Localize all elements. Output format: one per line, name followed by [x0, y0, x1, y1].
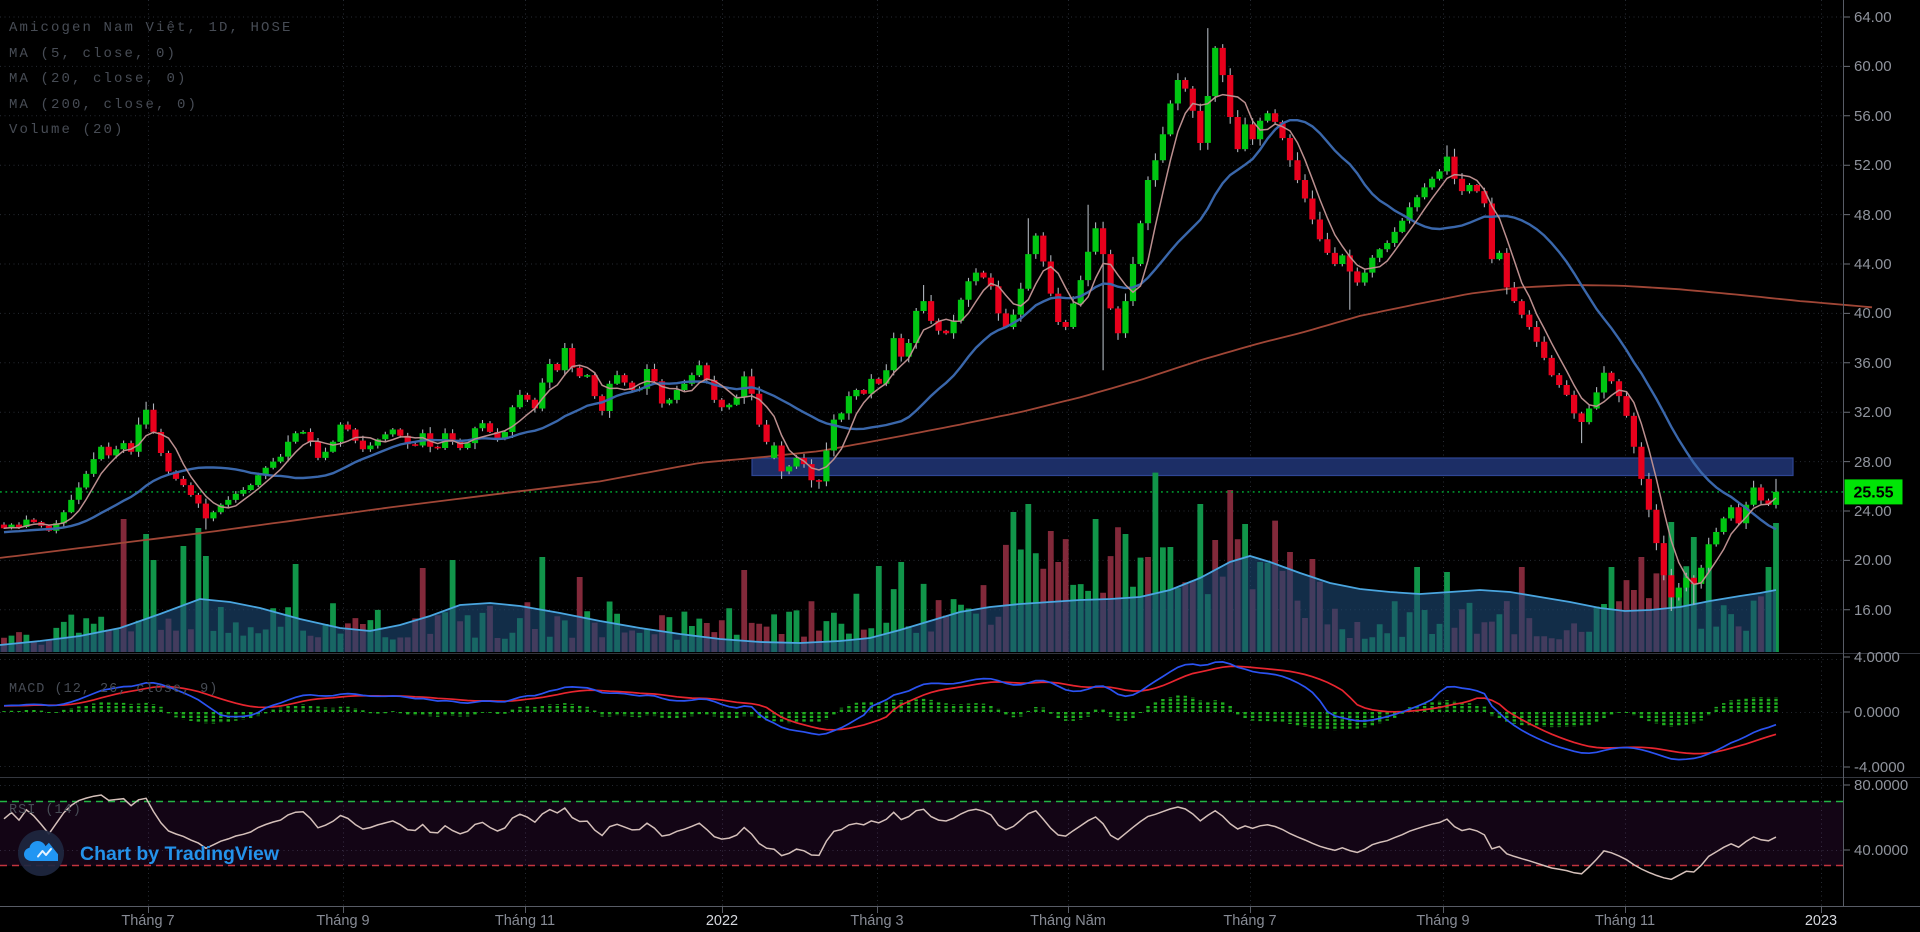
- svg-text:56.00: 56.00: [1854, 108, 1892, 125]
- svg-text:Tháng 9: Tháng 9: [1416, 913, 1469, 929]
- svg-text:Tháng 7: Tháng 7: [1223, 913, 1276, 929]
- svg-text:Tháng 11: Tháng 11: [1595, 913, 1655, 929]
- svg-text:MACD (12, 26, close, 9): MACD (12, 26, close, 9): [9, 682, 218, 697]
- svg-text:Volume (20): Volume (20): [9, 122, 125, 138]
- svg-text:24.00: 24.00: [1854, 503, 1892, 520]
- svg-text:44.00: 44.00: [1854, 256, 1892, 273]
- svg-text:2023: 2023: [1805, 913, 1837, 929]
- svg-text:20.00: 20.00: [1854, 552, 1892, 569]
- svg-text:64.00: 64.00: [1854, 9, 1892, 26]
- svg-text:48.00: 48.00: [1854, 207, 1892, 224]
- svg-text:60.00: 60.00: [1854, 58, 1892, 75]
- svg-text:Amicogen Nam Việt, 1D, HOSE: Amicogen Nam Việt, 1D, HOSE: [9, 20, 293, 36]
- svg-text:MA (200, close, 0): MA (200, close, 0): [9, 97, 198, 113]
- svg-text:4.0000: 4.0000: [1854, 649, 1900, 666]
- svg-text:52.00: 52.00: [1854, 157, 1892, 174]
- svg-text:MA (5, close, 0): MA (5, close, 0): [9, 46, 177, 62]
- svg-text:Chart by TradingView: Chart by TradingView: [80, 843, 280, 865]
- svg-text:16.00: 16.00: [1854, 602, 1892, 619]
- svg-text:40.0000: 40.0000: [1854, 842, 1908, 859]
- svg-text:32.00: 32.00: [1854, 404, 1892, 421]
- svg-text:28.00: 28.00: [1854, 454, 1892, 471]
- svg-text:MA (20, close, 0): MA (20, close, 0): [9, 71, 188, 87]
- svg-text:36.00: 36.00: [1854, 355, 1892, 372]
- svg-text:0.0000: 0.0000: [1854, 704, 1900, 721]
- svg-text:Tháng 9: Tháng 9: [316, 913, 369, 929]
- svg-text:40.00: 40.00: [1854, 305, 1892, 322]
- svg-text:Tháng 3: Tháng 3: [850, 913, 903, 929]
- svg-text:Tháng Năm: Tháng Năm: [1030, 913, 1106, 929]
- svg-text:2022: 2022: [706, 913, 738, 929]
- svg-text:Tháng 7: Tháng 7: [121, 913, 174, 929]
- svg-text:Tháng 11: Tháng 11: [495, 913, 555, 929]
- svg-text:80.0000: 80.0000: [1854, 777, 1908, 794]
- svg-text:RSI (14): RSI (14): [9, 803, 82, 818]
- svg-text:25.55: 25.55: [1853, 484, 1893, 501]
- svg-text:-4.0000: -4.0000: [1854, 759, 1905, 776]
